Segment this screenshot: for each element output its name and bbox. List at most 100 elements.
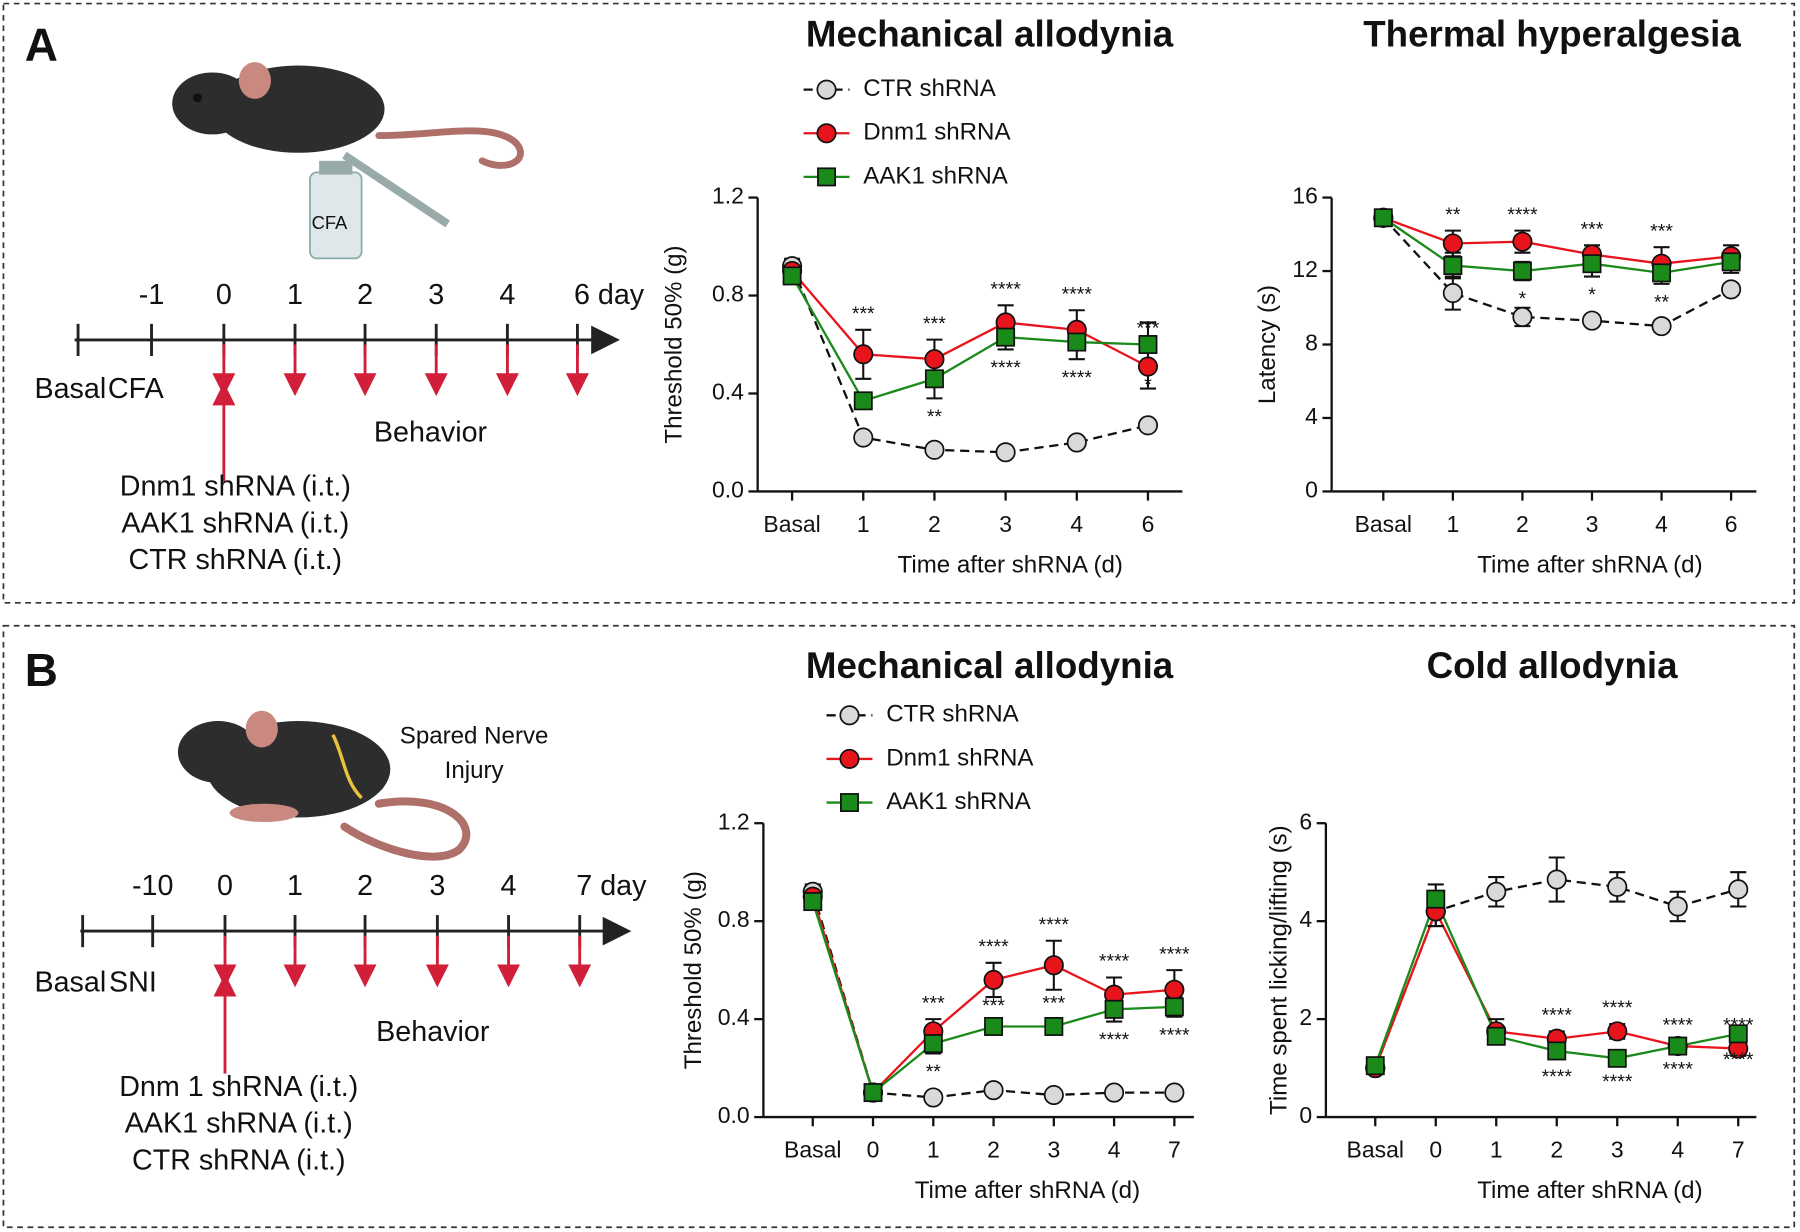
timeline-label: 4 [501, 870, 517, 902]
data-point [1137, 356, 1159, 377]
x-tick-label: 2 [1516, 511, 1529, 537]
panel-frame [2, 2, 1796, 604]
timeline-event: Basal [34, 373, 106, 405]
data-point [1607, 876, 1628, 897]
significance-label: **** [1062, 283, 1093, 305]
data-point [1728, 879, 1749, 900]
x-tick-label: Basal [1355, 511, 1412, 537]
data-point [984, 1017, 1004, 1036]
significance-label: *** [852, 303, 875, 325]
legend-marker [839, 748, 860, 769]
x-tick-label: 1 [857, 511, 870, 537]
data-point [1728, 1024, 1748, 1044]
behavior-label: Behavior [376, 1016, 490, 1048]
series-line [1382, 216, 1732, 265]
data-point [1426, 889, 1446, 909]
vial-label: CFA [312, 212, 348, 233]
data-point [1067, 332, 1087, 352]
series-line [1382, 216, 1732, 328]
data-point [983, 969, 1004, 990]
x-axis-label: Time after shRNA (d) [1477, 551, 1702, 578]
significance-label: **** [1507, 204, 1538, 226]
timeline-event: CFA [108, 373, 165, 405]
chart-title: Cold allodynia [1427, 645, 1679, 686]
significance-label: **** [1159, 943, 1190, 965]
data-point [995, 442, 1016, 463]
y-tick-label: 2 [1299, 1004, 1312, 1030]
series-line [1382, 216, 1732, 275]
y-tick-label: 0.0 [718, 1102, 750, 1128]
x-tick-label: 4 [1108, 1137, 1121, 1163]
treatment-label: AAK1 shRNA (i.t.) [125, 1108, 353, 1140]
data-point [1512, 231, 1533, 252]
y-tick-label: 8 [1305, 330, 1318, 356]
significance-label: ** [926, 1061, 942, 1083]
data-point [1365, 1056, 1385, 1076]
x-tick-label: 3 [1611, 1137, 1624, 1163]
timeline-label: 1 [287, 870, 303, 902]
significance-label: ** [1445, 204, 1461, 226]
data-point [923, 1087, 944, 1108]
data-point [924, 439, 945, 460]
x-tick-label: Basal [763, 511, 820, 537]
y-axis-label: Threshold 50% (g) [660, 245, 687, 443]
data-point [1581, 310, 1603, 331]
data-point [983, 1080, 1004, 1101]
data-point [1443, 256, 1463, 275]
panel-frame [2, 624, 1796, 1229]
data-point [1066, 432, 1087, 453]
chart-title: Thermal hyperalgesia [1363, 14, 1741, 55]
significance-label: **** [1663, 1059, 1694, 1081]
x-tick-label: 1 [1490, 1137, 1503, 1163]
significance-label: *** [923, 313, 946, 335]
significance-label: **** [1602, 997, 1633, 1019]
data-point [1104, 1082, 1125, 1103]
data-point [1546, 869, 1567, 890]
data-point [853, 391, 873, 411]
data-point [1138, 335, 1158, 354]
y-tick-label: 16 [1292, 183, 1318, 209]
significance-label: **** [1723, 1049, 1754, 1071]
timeline-label: 1 [287, 279, 303, 311]
treatment-label: Dnm1 shRNA (i.t.) [120, 471, 351, 503]
timeline-label: 3 [428, 279, 444, 311]
data-point [1512, 306, 1533, 328]
data-point [1651, 316, 1672, 337]
treatment-label: AAK1 shRNA (i.t.) [121, 507, 349, 539]
data-point [853, 344, 874, 365]
y-tick-label: 1.2 [718, 808, 750, 834]
y-tick-label: 0.8 [718, 906, 750, 932]
panel-label: B [25, 644, 58, 696]
x-tick-label: 7 [1168, 1137, 1181, 1163]
data-point [1137, 415, 1159, 436]
significance-label: *** [1650, 220, 1673, 242]
data-point [853, 427, 874, 448]
significance-label: **** [1663, 1014, 1694, 1036]
significance-label: * [1588, 284, 1596, 306]
x-tick-label: Basal [1347, 1137, 1404, 1163]
y-axis-label: Time spent licking/lifting (s) [1265, 825, 1292, 1115]
x-tick-label: Basal [784, 1137, 841, 1163]
data-point [1164, 997, 1184, 1017]
x-tick-label: 3 [1047, 1137, 1060, 1163]
data-point [1104, 999, 1124, 1019]
x-tick-label: 6 [1142, 511, 1155, 537]
x-tick-label: 2 [1550, 1137, 1563, 1163]
x-tick-label: 4 [1070, 511, 1083, 537]
series-line [791, 275, 1148, 403]
data-point [863, 1083, 883, 1103]
timeline-label: 4 [499, 279, 515, 311]
data-point [1667, 896, 1688, 917]
legend-marker [839, 705, 860, 726]
legend-label: CTR shRNA [863, 75, 996, 102]
significance-label: *** [1137, 318, 1160, 340]
data-point [803, 892, 823, 912]
y-tick-label: 1.2 [712, 183, 744, 209]
y-axis-label: Latency (s) [1254, 285, 1281, 404]
x-tick-label: 3 [1586, 511, 1599, 537]
significance-label: **** [1542, 1005, 1573, 1027]
y-tick-label: 4 [1305, 403, 1318, 429]
significance-label: **** [978, 936, 1009, 958]
y-tick-label: 0 [1305, 477, 1318, 503]
timeline-label: 2 [357, 279, 373, 311]
